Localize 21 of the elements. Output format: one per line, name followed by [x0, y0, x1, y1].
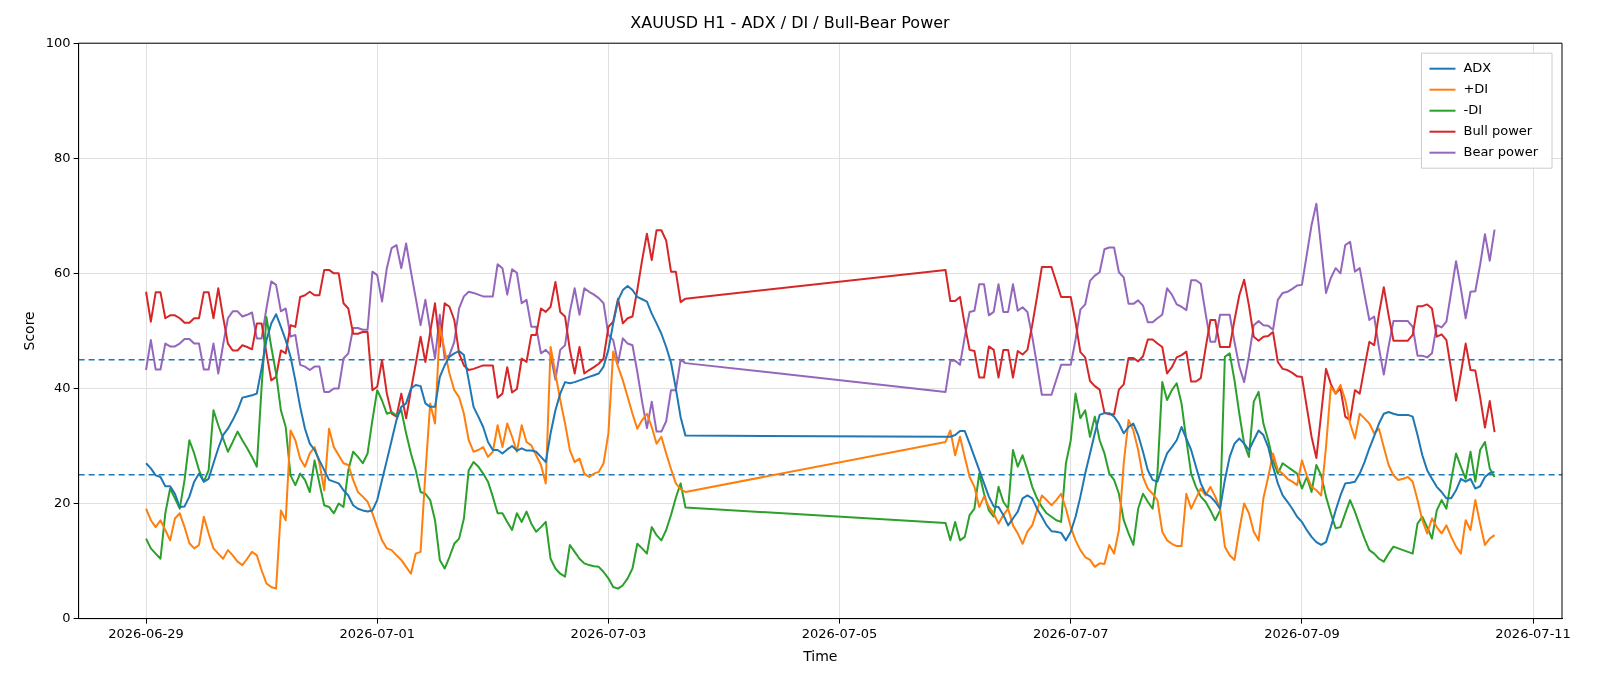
y-tick-label: 20 — [54, 494, 71, 510]
x-tick-label: 2026-06-29 — [108, 625, 184, 641]
legend-label: ADX — [1463, 60, 1492, 76]
y-tick-label: 40 — [54, 379, 71, 395]
chart-title: XAUUSD H1 - ADX / DI / Bull-Bear Power — [630, 12, 951, 32]
x-tick-label: 2026-07-03 — [570, 625, 647, 641]
legend-label: Bull power — [1463, 123, 1533, 139]
x-tick-label: 2026-07-05 — [801, 625, 878, 641]
x-tick-label: 2026-07-09 — [1264, 625, 1340, 641]
legend-label: Bear power — [1463, 144, 1539, 160]
y-tick-label: 100 — [45, 34, 71, 50]
legend-label: -DI — [1463, 102, 1483, 118]
y-axis-title: Score — [21, 311, 38, 351]
y-tick-label: 80 — [54, 149, 71, 165]
y-tick-label: 0 — [62, 609, 71, 625]
x-tick-label: 2026-07-07 — [1032, 625, 1109, 641]
x-tick-label: 2026-07-11 — [1495, 625, 1571, 641]
legend-label: +DI — [1463, 81, 1489, 97]
x-tick-label: 2026-07-01 — [339, 625, 415, 641]
x-axis-title: Time — [802, 648, 838, 665]
y-tick-label: 60 — [54, 264, 71, 280]
